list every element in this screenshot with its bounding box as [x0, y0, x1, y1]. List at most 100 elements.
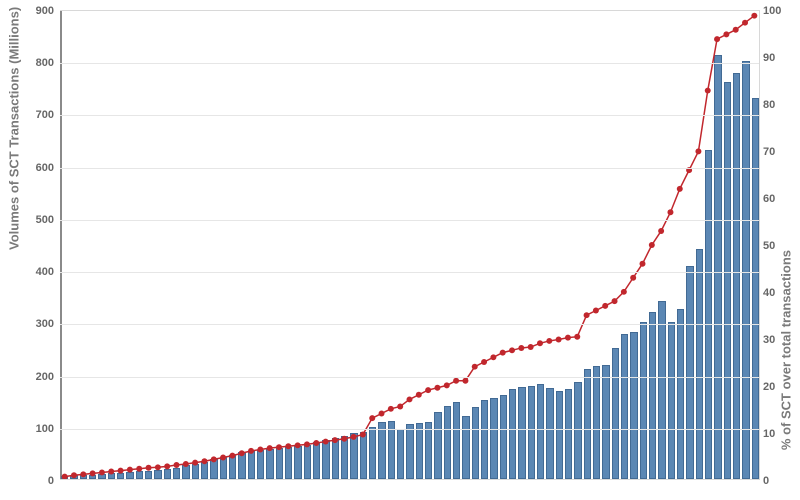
ytick-left: 600	[18, 162, 54, 174]
gridline	[60, 168, 759, 169]
bar	[612, 348, 619, 479]
bar-series	[60, 11, 759, 479]
ytick-right: 50	[763, 240, 791, 252]
bar	[434, 412, 441, 479]
ytick-right: 40	[763, 287, 791, 299]
bar	[332, 438, 339, 479]
bar	[593, 366, 600, 479]
ytick-left: 300	[18, 318, 54, 330]
bar	[686, 266, 693, 479]
bar	[108, 473, 115, 479]
bar	[397, 429, 404, 479]
gridline	[60, 272, 759, 273]
bar	[266, 449, 273, 479]
bar	[304, 445, 311, 479]
bar	[668, 322, 675, 479]
bar	[518, 387, 525, 479]
bar	[500, 395, 507, 479]
bar	[462, 416, 469, 479]
bar	[574, 382, 581, 479]
ytick-right: 80	[763, 99, 791, 111]
bar	[192, 464, 199, 479]
bar	[472, 407, 479, 479]
ytick-left: 100	[18, 423, 54, 435]
ytick-left: 400	[18, 266, 54, 278]
bar	[164, 469, 171, 479]
bar	[126, 472, 133, 479]
bar	[294, 446, 301, 479]
bar	[257, 450, 264, 479]
ytick-left: 200	[18, 371, 54, 383]
ytick-right: 10	[763, 428, 791, 440]
ytick-right: 30	[763, 334, 791, 346]
ytick-right: 0	[763, 475, 791, 487]
gridline	[60, 429, 759, 430]
bar	[322, 440, 329, 479]
bar	[98, 474, 105, 479]
bar	[89, 475, 96, 479]
bar	[546, 388, 553, 479]
bar	[341, 436, 348, 479]
bar	[696, 249, 703, 479]
bar	[416, 423, 423, 479]
bar	[248, 451, 255, 479]
bar	[556, 391, 563, 479]
bar	[509, 389, 516, 479]
bar	[360, 432, 367, 479]
bar	[640, 322, 647, 479]
ytick-left: 700	[18, 109, 54, 121]
bar	[677, 309, 684, 479]
bar	[630, 332, 637, 479]
bar	[481, 400, 488, 479]
ytick-right: 20	[763, 381, 791, 393]
bar	[285, 447, 292, 479]
bar	[378, 422, 385, 479]
bar	[369, 427, 376, 479]
bar	[621, 334, 628, 479]
gridline	[60, 324, 759, 325]
bar	[154, 470, 161, 479]
bar	[649, 312, 656, 479]
bar	[136, 471, 143, 479]
bar	[444, 406, 451, 479]
gridline	[60, 63, 759, 64]
bar	[276, 448, 283, 479]
ytick-right: 60	[763, 193, 791, 205]
bar	[490, 398, 497, 479]
ytick-right: 90	[763, 52, 791, 64]
bar	[584, 369, 591, 479]
bar	[145, 471, 152, 479]
bar	[238, 452, 245, 479]
ytick-right: 100	[763, 5, 791, 17]
bar	[425, 422, 432, 479]
bar	[80, 475, 87, 479]
bar	[733, 73, 740, 479]
ytick-left: 0	[18, 475, 54, 487]
ytick-left: 800	[18, 57, 54, 69]
bar	[173, 468, 180, 479]
bar	[229, 455, 236, 479]
bar	[565, 389, 572, 479]
bar	[537, 384, 544, 479]
sct-transactions-chart: Volumes of SCT Transactions (Millions) %…	[0, 0, 800, 500]
ytick-right: 70	[763, 146, 791, 158]
bar	[742, 61, 749, 479]
bar	[453, 402, 460, 479]
bar	[182, 465, 189, 479]
bar	[528, 386, 535, 479]
bar	[61, 476, 68, 479]
ytick-left: 900	[18, 5, 54, 17]
bar	[724, 82, 731, 479]
ytick-left: 500	[18, 214, 54, 226]
bar	[406, 424, 413, 479]
bar	[220, 457, 227, 479]
bar	[658, 301, 665, 479]
plot-area: 0100200300400500600700800900010203040506…	[60, 10, 760, 480]
bar	[70, 475, 77, 479]
bar	[714, 55, 721, 479]
gridline	[60, 220, 759, 221]
gridline	[60, 377, 759, 378]
bar	[201, 462, 208, 479]
bar	[752, 98, 759, 479]
bar	[602, 365, 609, 479]
